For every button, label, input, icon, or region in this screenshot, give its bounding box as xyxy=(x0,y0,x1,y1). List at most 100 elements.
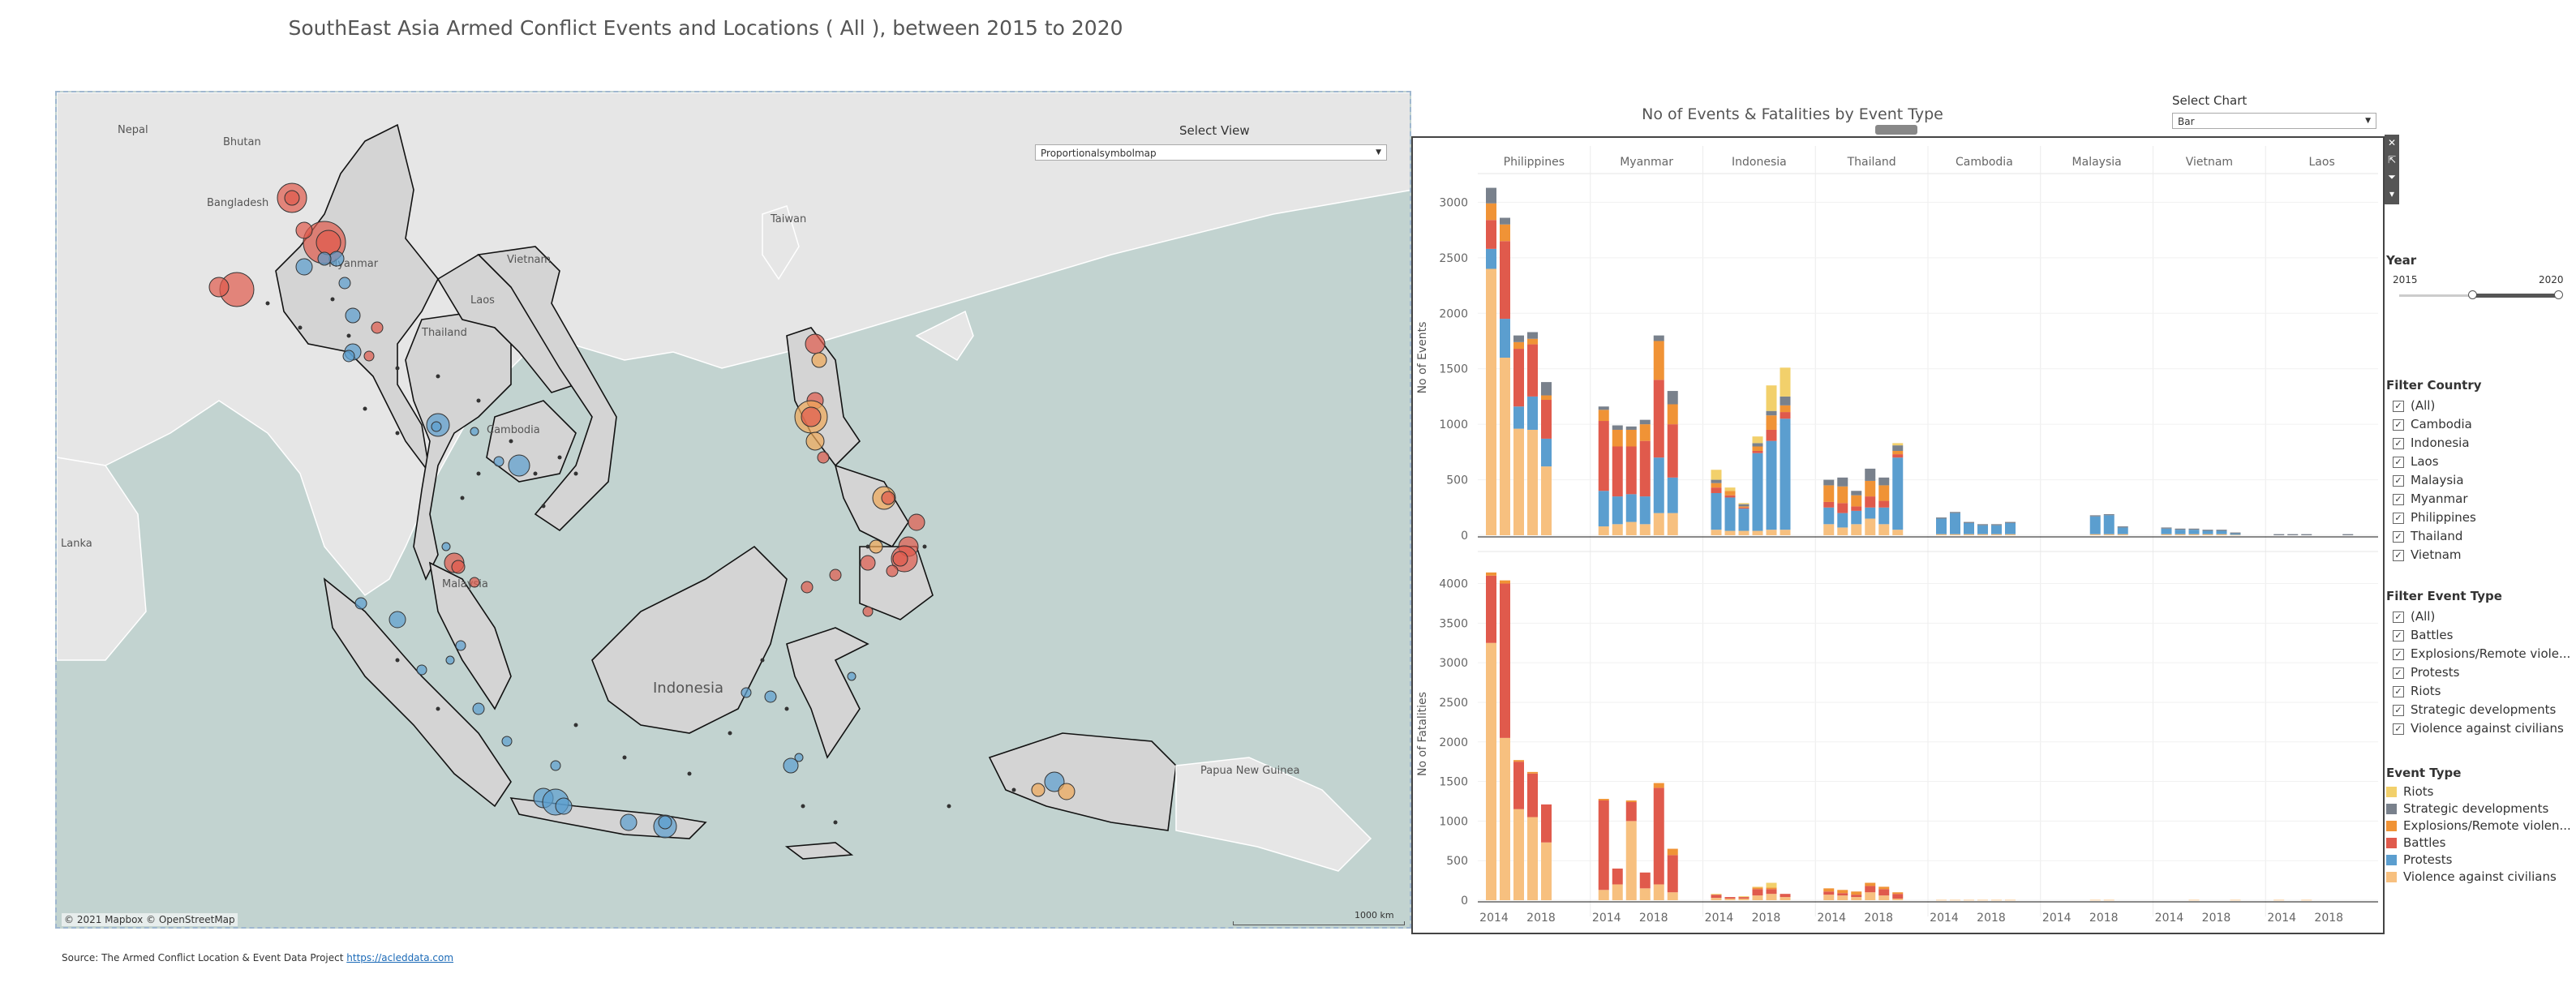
checkbox-checked-icon[interactable]: ✓ xyxy=(2393,493,2404,505)
bar-segment[interactable] xyxy=(1653,513,1664,535)
event-symbol[interactable] xyxy=(817,451,830,464)
bar-segment[interactable] xyxy=(2175,528,2186,530)
event-dot[interactable] xyxy=(436,374,440,379)
bar-segment[interactable] xyxy=(2005,534,2016,535)
event-dot[interactable] xyxy=(395,658,400,663)
bar-segment[interactable] xyxy=(1851,495,1862,507)
event-type-option[interactable]: ✓ Strategic developments xyxy=(2393,701,2570,719)
bar-segment[interactable] xyxy=(1837,890,1848,894)
bar-segment[interactable] xyxy=(1598,526,1609,535)
bar-segment[interactable] xyxy=(1527,771,1538,774)
bar-segment[interactable] xyxy=(1527,344,1538,397)
event-dot[interactable] xyxy=(330,297,335,302)
bar-segment[interactable] xyxy=(2005,521,2016,523)
event-dot[interactable] xyxy=(541,504,546,509)
bar-segment[interactable] xyxy=(1823,501,1835,508)
bar-segment[interactable] xyxy=(1892,454,1904,458)
event-dot[interactable] xyxy=(865,544,870,549)
bar-segment[interactable] xyxy=(2089,899,2101,901)
bar-segment[interactable] xyxy=(1724,487,1736,491)
bar-segment[interactable] xyxy=(1780,894,1791,898)
bar-segment[interactable] xyxy=(1724,897,1736,899)
bar-segment[interactable] xyxy=(1878,507,1890,525)
event-symbol[interactable] xyxy=(317,251,332,266)
bar-segment[interactable] xyxy=(1865,518,1876,535)
bar-segment[interactable] xyxy=(1513,349,1524,407)
bar-segment[interactable] xyxy=(1766,887,1777,890)
event-dot[interactable] xyxy=(784,706,789,711)
event-dot[interactable] xyxy=(509,439,513,444)
bar-segment[interactable] xyxy=(2342,534,2354,535)
bar-segment[interactable] xyxy=(1823,479,1835,486)
bar-segment[interactable] xyxy=(1625,801,1637,822)
bar-segment[interactable] xyxy=(1977,899,1988,901)
bar-segment[interactable] xyxy=(1936,518,1947,534)
bar-segment[interactable] xyxy=(1892,899,1904,900)
bar-segment[interactable] xyxy=(2175,534,2186,535)
bar-segment[interactable] xyxy=(1667,513,1678,535)
bar-segment[interactable] xyxy=(1950,512,1960,513)
bar-segment[interactable] xyxy=(1598,421,1609,491)
legend-item[interactable]: Violence against civilians xyxy=(2386,869,2571,886)
bar-segment[interactable] xyxy=(1766,894,1777,900)
bar-segment[interactable] xyxy=(1486,575,1496,643)
checkbox-checked-icon[interactable]: ✓ xyxy=(2393,400,2404,412)
bar-segment[interactable] xyxy=(1598,799,1609,800)
event-symbol[interactable] xyxy=(881,491,895,505)
legend-item[interactable]: Explosions/Remote violen... xyxy=(2386,817,2571,835)
bar-segment[interactable] xyxy=(1486,248,1496,269)
bar-segment[interactable] xyxy=(1878,500,1890,508)
bar-segment[interactable] xyxy=(2188,528,2200,530)
bar-segment[interactable] xyxy=(1964,521,1974,523)
checkbox-checked-icon[interactable]: ✓ xyxy=(2393,456,2404,468)
event-dot[interactable] xyxy=(265,301,270,306)
bar-segment[interactable] xyxy=(1711,895,1722,899)
country-option[interactable]: ✓ Philippines xyxy=(2393,509,2476,527)
bar-segment[interactable] xyxy=(1711,483,1722,488)
event-symbol[interactable] xyxy=(469,577,480,588)
bar-segment[interactable] xyxy=(2273,534,2285,535)
bar-segment[interactable] xyxy=(2273,899,2285,901)
bar-segment[interactable] xyxy=(1513,335,1524,342)
bar-segment[interactable] xyxy=(1653,341,1664,380)
bar-segment[interactable] xyxy=(1667,391,1678,405)
bar-segment[interactable] xyxy=(1724,497,1736,531)
checkbox-checked-icon[interactable]: ✓ xyxy=(2393,723,2404,735)
bar-segment[interactable] xyxy=(1766,415,1777,430)
bar-segment[interactable] xyxy=(1936,534,1947,535)
bar-segment[interactable] xyxy=(1625,821,1637,900)
bar-segment[interactable] xyxy=(1541,395,1552,401)
bar-segment[interactable] xyxy=(1667,848,1678,856)
bar-segment[interactable] xyxy=(1851,506,1862,511)
event-symbol[interactable] xyxy=(860,555,876,571)
close-icon[interactable]: ✕ xyxy=(2387,137,2397,148)
bar-segment[interactable] xyxy=(1865,507,1876,519)
event-dot[interactable] xyxy=(395,366,400,371)
legend-item[interactable]: Riots xyxy=(2386,783,2571,800)
bar-segment[interactable] xyxy=(1653,457,1664,513)
event-dot[interactable] xyxy=(947,804,951,809)
bar-segment[interactable] xyxy=(1991,525,2002,534)
bar-segment[interactable] xyxy=(2301,899,2312,901)
bar-segment[interactable] xyxy=(1892,450,1904,455)
bar-segment[interactable] xyxy=(1738,897,1750,899)
bar-segment[interactable] xyxy=(1639,524,1651,535)
bar-segment[interactable] xyxy=(2117,526,2128,528)
event-symbol[interactable] xyxy=(445,655,455,665)
bar-segment[interactable] xyxy=(1738,507,1750,509)
bar-segment[interactable] xyxy=(1612,884,1623,900)
bar-segment[interactable] xyxy=(2161,527,2172,529)
bar-segment[interactable] xyxy=(1612,446,1623,497)
event-symbol[interactable] xyxy=(783,757,799,774)
bar-segment[interactable] xyxy=(1639,440,1651,497)
bar-segment[interactable] xyxy=(2089,516,2101,534)
bar-segment[interactable] xyxy=(1527,773,1538,817)
bar-segment[interactable] xyxy=(1851,510,1862,525)
bar-segment[interactable] xyxy=(2103,515,2114,534)
event-dot[interactable] xyxy=(760,658,765,663)
event-symbol[interactable] xyxy=(1044,771,1065,792)
bar-segment[interactable] xyxy=(2216,530,2227,534)
bar-segment[interactable] xyxy=(1766,889,1777,895)
map-canvas[interactable]: Nepal Bhutan Bangladesh Taiwan Lanka Indonesi… xyxy=(57,92,1411,929)
checkbox-checked-icon[interactable]: ✓ xyxy=(2393,512,2404,524)
